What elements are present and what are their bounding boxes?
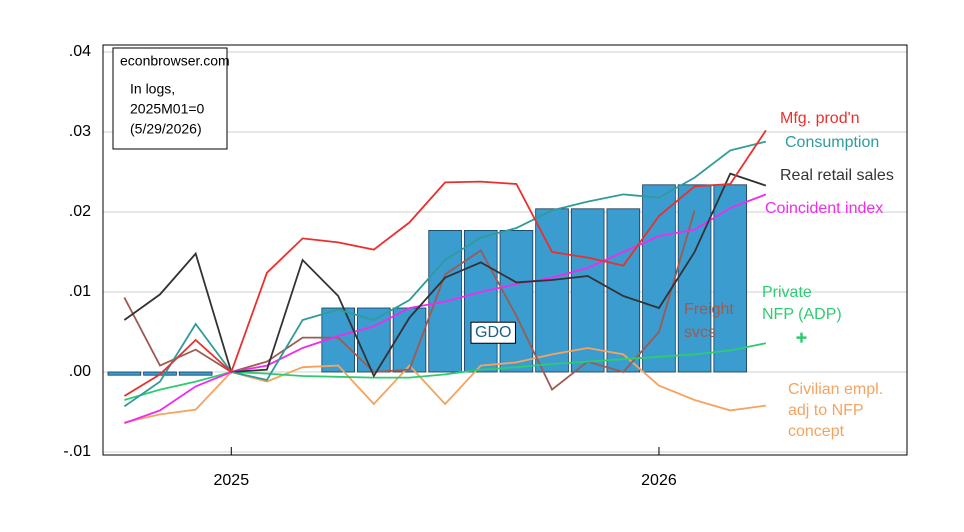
series-label: Civilian empl. adj to NFP concept bbox=[788, 381, 883, 440]
marker bbox=[796, 332, 807, 343]
y-tick-label: .04 bbox=[69, 43, 91, 60]
bar bbox=[463, 229, 498, 373]
annotation: econbrowser.com bbox=[120, 53, 230, 69]
bar bbox=[499, 229, 534, 373]
series-label: Freight svcs bbox=[684, 301, 734, 341]
bar bbox=[107, 371, 142, 376]
bar bbox=[535, 208, 569, 373]
series-label: GDO bbox=[475, 324, 511, 341]
bar bbox=[713, 184, 748, 373]
series-label: Private NFP (ADP) bbox=[762, 284, 842, 323]
line bbox=[123, 129, 767, 397]
bar bbox=[178, 371, 213, 376]
bar bbox=[677, 184, 712, 373]
y-tick-label: .00 bbox=[69, 363, 91, 380]
plot-frame bbox=[102, 44, 908, 456]
series-label: Coincident index bbox=[765, 200, 883, 217]
series-label: Real retail sales bbox=[780, 167, 894, 184]
annotation: 2025M01=0 bbox=[130, 101, 205, 117]
annotation: In logs, bbox=[130, 81, 175, 97]
lines bbox=[123, 129, 807, 425]
bar bbox=[357, 307, 391, 373]
bars bbox=[107, 184, 748, 376]
series-labels: GDO Civilian empl. adj to NFP concept Freigh… bbox=[470, 110, 894, 440]
x-tick-label: 2026 bbox=[641, 472, 677, 489]
y-tick-label: .02 bbox=[69, 203, 91, 220]
note-box bbox=[112, 47, 228, 150]
series-label: Mfg. prod'n bbox=[780, 110, 860, 127]
series-label: Consumption bbox=[785, 134, 879, 151]
line bbox=[123, 210, 696, 391]
label-box bbox=[470, 321, 516, 344]
bar bbox=[570, 208, 605, 373]
y-tick-label: -.01 bbox=[63, 443, 91, 460]
annotation: (5/29/2026) bbox=[130, 121, 202, 137]
y-tick-label: .03 bbox=[69, 123, 91, 140]
y-tick-label: .01 bbox=[69, 283, 91, 300]
x-tick-label: 2025 bbox=[214, 472, 250, 489]
